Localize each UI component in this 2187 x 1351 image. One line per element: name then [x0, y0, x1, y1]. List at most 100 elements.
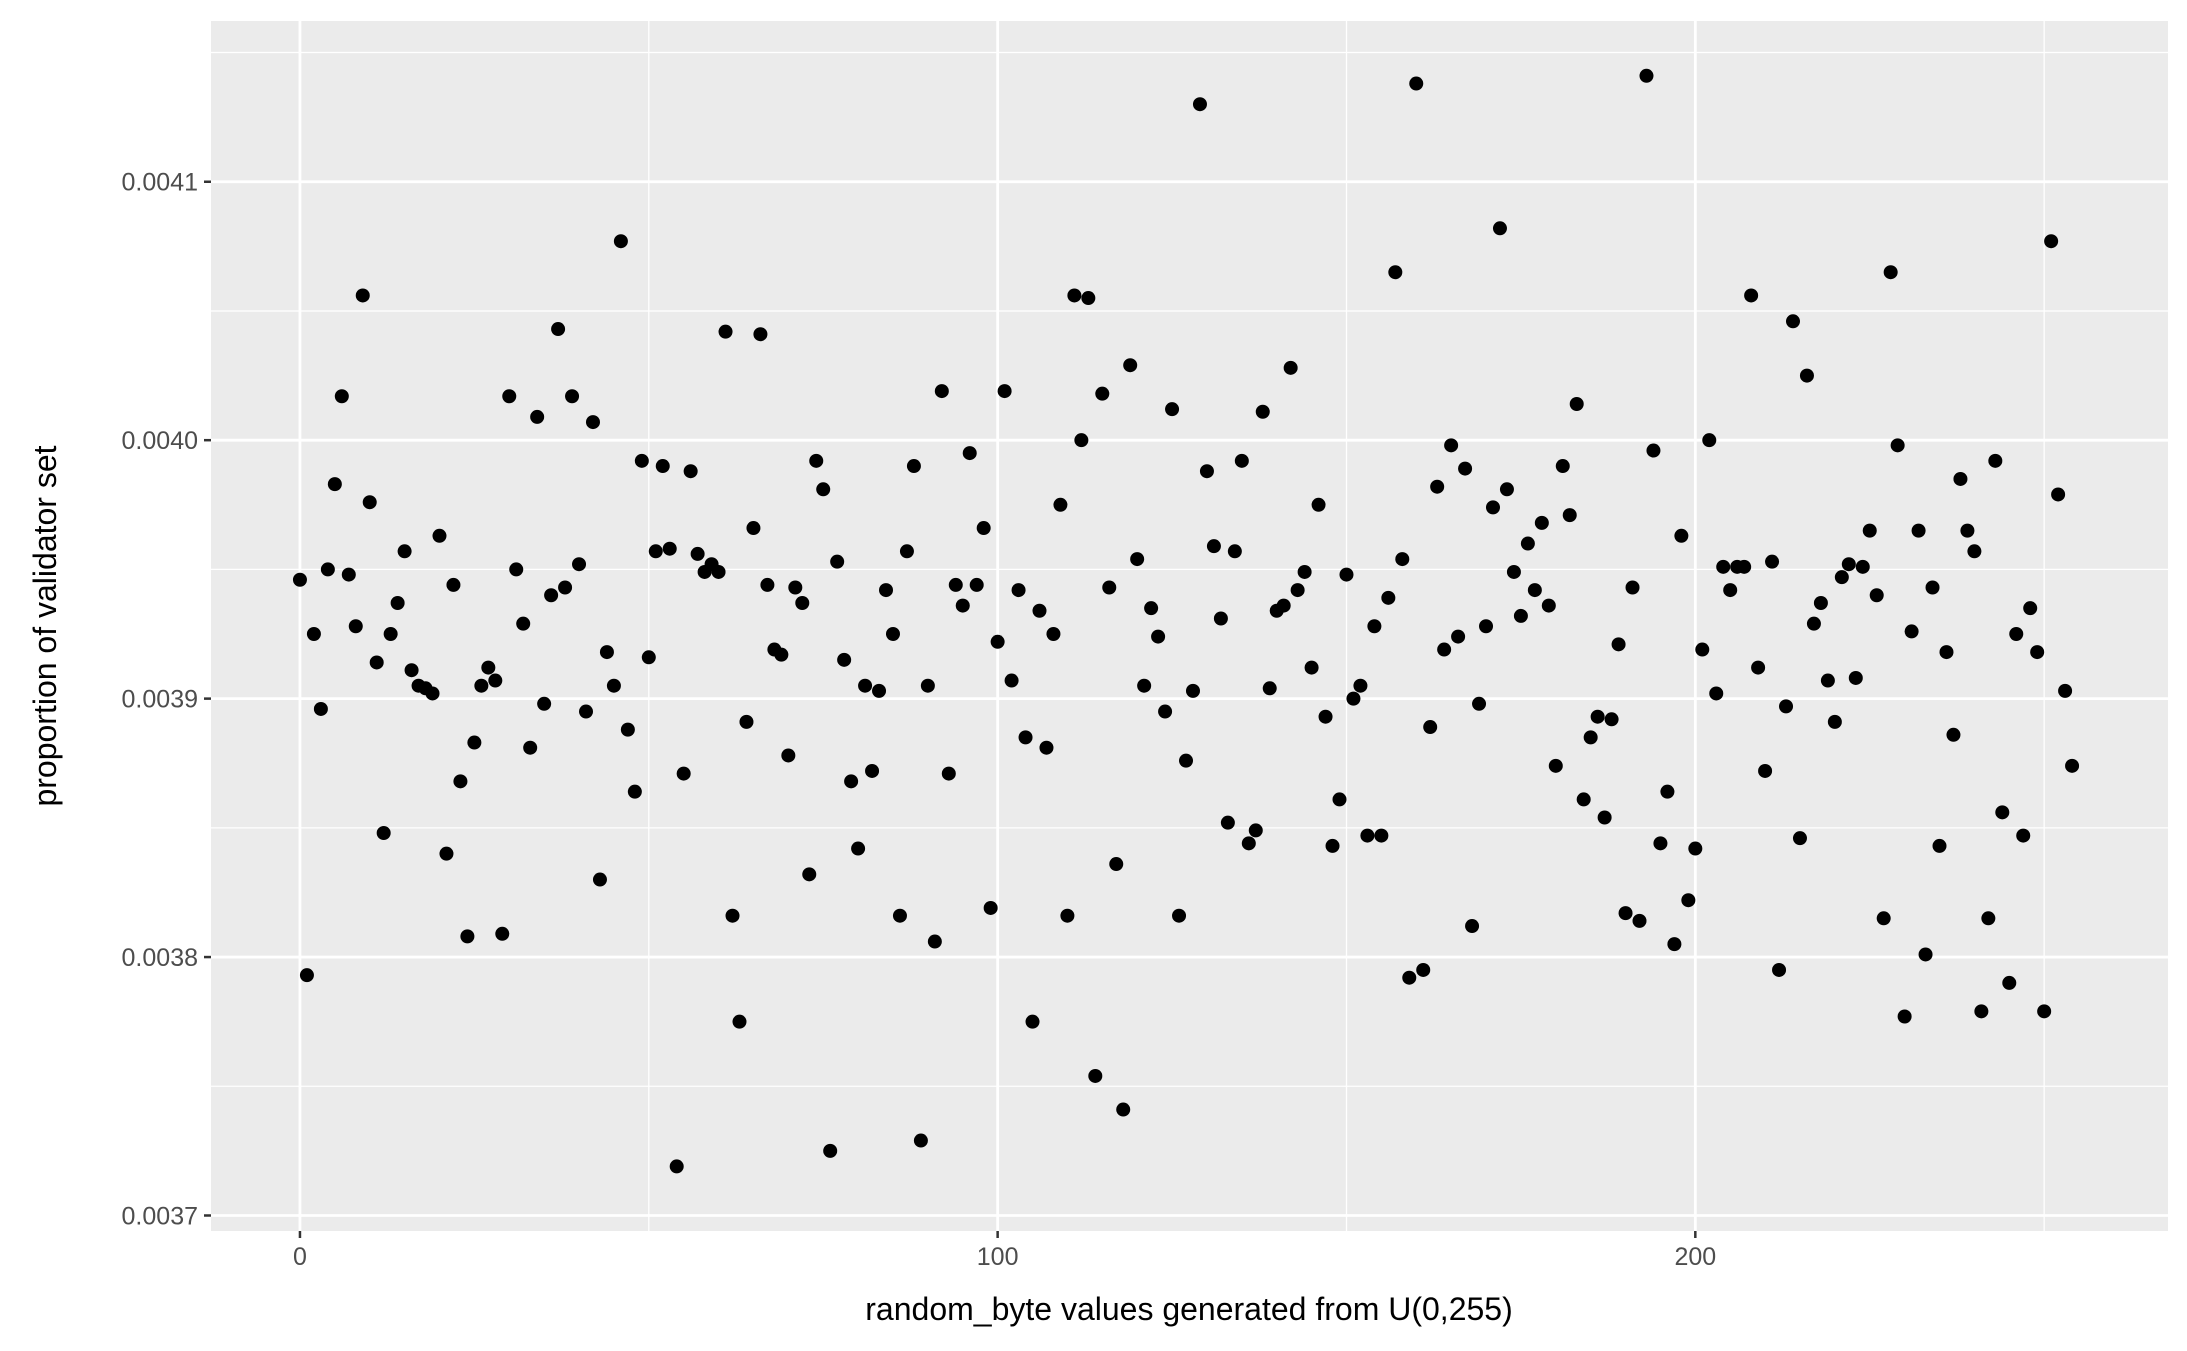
point	[2023, 601, 2038, 616]
point	[509, 562, 524, 577]
point	[523, 740, 538, 755]
point	[299, 968, 314, 983]
point	[1562, 508, 1577, 523]
point	[1772, 962, 1787, 977]
y-tick-label: 0.0041	[122, 169, 198, 197]
point	[1067, 288, 1082, 303]
point	[1646, 443, 1661, 458]
point	[1053, 497, 1068, 512]
point	[1841, 557, 1856, 572]
axes: 0 100 200 0.0037 0.0038 0.0039 0.0040 0.0041	[122, 169, 1717, 1271]
point	[962, 446, 977, 461]
point	[823, 1143, 838, 1158]
point	[627, 784, 642, 799]
point	[788, 580, 803, 595]
point	[2030, 645, 2045, 660]
point	[1248, 823, 1263, 838]
point	[1381, 590, 1396, 605]
point	[1416, 962, 1431, 977]
point	[1723, 583, 1738, 598]
point	[683, 464, 698, 479]
point	[1869, 588, 1884, 603]
point	[1918, 947, 1933, 962]
x-tick-label: 200	[1674, 1243, 1716, 1271]
point	[1192, 97, 1207, 112]
x-axis-title: random_byte values generated from U(0,25…	[865, 1291, 1512, 1327]
point	[1276, 598, 1291, 613]
point	[1109, 857, 1124, 872]
point	[1995, 805, 2010, 820]
point	[739, 714, 754, 729]
point	[760, 577, 775, 592]
point	[927, 934, 942, 949]
point	[404, 663, 419, 678]
point	[934, 384, 949, 399]
point	[1172, 908, 1187, 923]
point	[676, 766, 691, 781]
point	[1227, 544, 1242, 559]
point	[313, 701, 328, 716]
point	[1653, 836, 1668, 851]
point	[1458, 461, 1473, 476]
point	[1611, 637, 1626, 652]
y-tick-label: 0.0037	[122, 1202, 198, 1230]
point	[662, 541, 677, 556]
point	[1681, 893, 1696, 908]
point	[1848, 670, 1863, 685]
point	[1925, 580, 1940, 595]
point	[1144, 601, 1159, 616]
point	[711, 564, 726, 579]
point	[1088, 1068, 1103, 1083]
x-tick-label: 0	[293, 1243, 307, 1271]
point	[976, 521, 991, 536]
point	[1018, 730, 1033, 745]
point	[1688, 841, 1703, 856]
point	[1785, 314, 1800, 329]
point	[1946, 727, 1961, 742]
point	[1855, 559, 1870, 574]
point	[488, 673, 503, 688]
point	[1876, 911, 1891, 926]
point	[1862, 523, 1877, 538]
points	[292, 68, 2080, 1174]
point	[955, 598, 970, 613]
point	[879, 583, 894, 598]
panel	[211, 21, 2168, 1231]
point	[613, 234, 628, 249]
point	[565, 389, 580, 404]
point	[1799, 368, 1814, 383]
point	[1834, 570, 1849, 585]
point	[1541, 598, 1556, 613]
point	[1158, 704, 1173, 719]
point	[802, 867, 817, 882]
point	[1255, 404, 1270, 419]
point	[1702, 433, 1717, 448]
point	[2037, 1004, 2052, 1019]
point	[369, 655, 384, 670]
point	[1095, 386, 1110, 401]
point	[606, 678, 621, 693]
point	[1262, 681, 1277, 696]
point	[327, 477, 342, 492]
point	[2065, 758, 2080, 773]
point	[1353, 678, 1368, 693]
point	[1283, 360, 1298, 375]
point	[348, 619, 363, 634]
point	[1318, 709, 1333, 724]
point	[1953, 471, 1968, 486]
point	[969, 577, 984, 592]
point	[1758, 763, 1773, 778]
point	[1304, 660, 1319, 675]
point	[1960, 523, 1975, 538]
point	[320, 562, 335, 577]
point	[1792, 831, 1807, 846]
point	[397, 544, 412, 559]
point	[1102, 580, 1117, 595]
point	[572, 557, 587, 572]
point	[1765, 554, 1780, 569]
point	[1423, 720, 1438, 735]
point	[1130, 552, 1145, 567]
point	[1206, 539, 1221, 554]
point	[872, 683, 887, 698]
